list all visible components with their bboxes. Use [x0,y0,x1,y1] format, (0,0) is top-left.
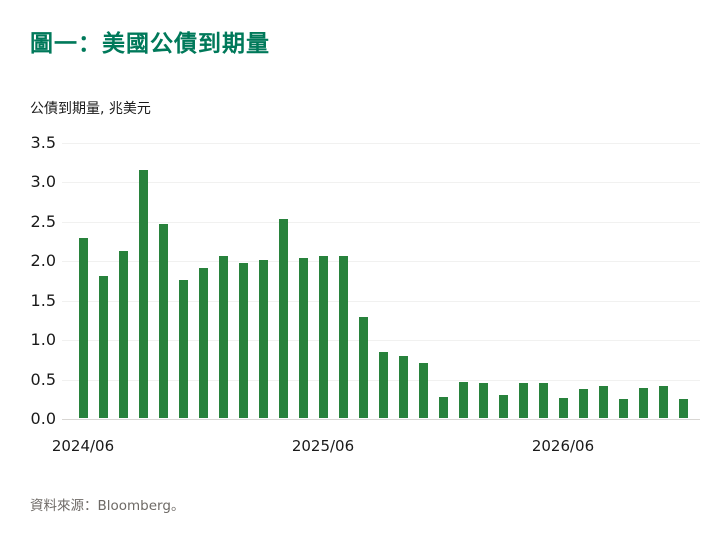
page-title: 圖一：美國公債到期量 [30,31,270,57]
bar-2025/06 [318,256,328,418]
y-tick-label: 1.0 [30,330,56,350]
x-tick-label: 2025/06 [291,437,355,455]
bar-2025/09 [378,351,388,418]
bar-2024/07 [98,276,108,418]
y-axis-unit-label: 公債到期量, 兆美元 [30,101,151,117]
bar-2025/01 [218,255,228,418]
y-tick-label: 0.0 [30,409,56,428]
bar-2025/04 [278,219,288,418]
gridline [62,143,700,144]
bar-2026/03 [498,395,508,418]
source-note: 資料來源：Bloomberg。 [30,498,185,514]
x-tick-label: 2026/06 [531,437,595,455]
bar-2025/08 [358,317,368,418]
gridline [62,300,700,302]
bar-2025/02 [238,263,248,418]
bar-2026/04 [518,382,528,418]
bar-2025/07 [338,255,348,418]
plot-area [62,143,700,420]
bar-2026/09 [618,399,628,418]
gridline [62,182,700,184]
gridline [62,221,700,223]
bar-2026/06 [558,398,568,418]
bar-2024/12 [198,268,208,418]
bar-2024/08 [118,250,128,418]
bar-2025/10 [398,355,408,418]
bar-2025/05 [298,257,308,418]
bar-2025/12 [438,396,448,418]
bar-2026/11 [658,386,668,418]
bar-2026/12 [678,399,688,418]
y-tick-label: 3.5 [30,133,56,152]
bar-2025/11 [418,362,428,418]
y-tick-label: 0.5 [30,369,56,389]
y-tick-label: 2.5 [30,211,56,231]
bar-2026/08 [598,386,608,418]
bar-2026/02 [478,383,488,418]
bar-2026/05 [538,383,548,418]
x-tick-label: 2024/06 [51,437,115,455]
bar-2026/10 [638,388,648,418]
bar-2024/09 [138,169,148,418]
y-tick-label: 2.0 [30,251,56,271]
bar-2024/10 [158,224,168,418]
y-tick-label: 3.0 [30,172,56,192]
bar-2026/07 [578,388,588,418]
bar-2025/03 [258,260,268,418]
y-tick-label: 1.5 [30,290,56,310]
bar-2024/06 [78,238,88,418]
bar-2026/01 [458,381,468,418]
x-axis-line [62,419,700,420]
bar-2024/11 [178,280,188,418]
gridline [62,340,700,342]
gridline [62,261,700,263]
